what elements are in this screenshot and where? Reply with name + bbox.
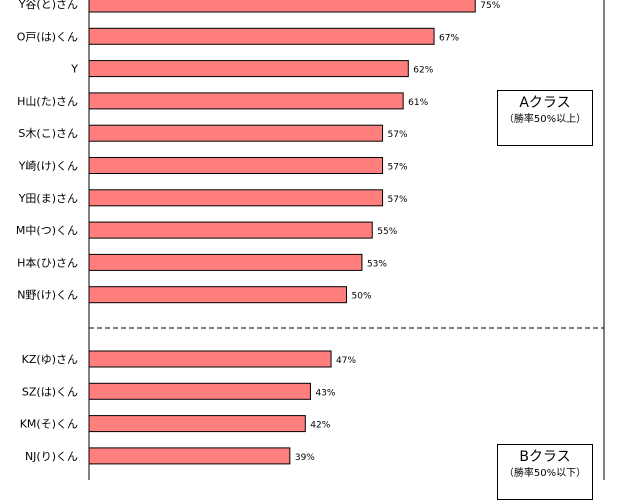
value-label: 53% bbox=[367, 259, 387, 269]
b-class-legend-box: Bクラス （勝率50%以下） bbox=[497, 444, 593, 500]
bar bbox=[88, 92, 404, 110]
value-label: 75% bbox=[480, 1, 500, 11]
bar bbox=[88, 350, 332, 368]
bar bbox=[88, 415, 306, 433]
a-class-title: Aクラス bbox=[519, 95, 571, 111]
category-labels: Y谷(と)さん O戸(は)くん Y H山(た)さん S木(こ)さん Y崎(け)くん Y田(ま… bbox=[16, 0, 78, 463]
category-label: Y谷(と)さん bbox=[18, 0, 78, 11]
b-class-title: Bクラス bbox=[519, 449, 571, 465]
value-label: 42% bbox=[310, 421, 330, 431]
value-label: 50% bbox=[352, 292, 372, 302]
value-label: 57% bbox=[388, 195, 408, 205]
bar bbox=[88, 157, 384, 174]
value-labels: 75% 67% 62% 61% 57% 57% 57% 55% 53% 50% 47% 43% 42% 3… bbox=[295, 1, 501, 463]
value-label: 67% bbox=[439, 33, 459, 43]
category-label: NJ(り)くん bbox=[25, 450, 78, 463]
value-label: 43% bbox=[315, 388, 335, 398]
value-label: 57% bbox=[388, 163, 408, 173]
bar bbox=[88, 447, 291, 465]
category-label: KZ(ゆ)さん bbox=[22, 353, 78, 366]
bar bbox=[88, 221, 373, 239]
bar bbox=[88, 286, 347, 304]
bar bbox=[88, 60, 409, 78]
bars-layer bbox=[88, 0, 476, 465]
value-label: 47% bbox=[336, 356, 356, 366]
value-label: 57% bbox=[388, 130, 408, 140]
category-label: Y田(ま)さん bbox=[18, 192, 78, 205]
bar bbox=[88, 27, 435, 45]
value-label: 61% bbox=[408, 98, 428, 108]
b-class-note: （勝率50%以下） bbox=[503, 468, 587, 479]
category-label: H山(た)さん bbox=[17, 95, 78, 108]
category-label: SZ(は)くん bbox=[22, 385, 78, 398]
a-class-legend-box: Aクラス （勝率50%以上） bbox=[497, 90, 593, 146]
bar bbox=[88, 0, 476, 13]
category-label: KM(そ)くん bbox=[20, 418, 78, 431]
bar bbox=[88, 189, 384, 207]
category-label: S木(こ)さん bbox=[18, 127, 78, 140]
bar bbox=[88, 253, 363, 271]
bar bbox=[88, 124, 384, 142]
win-rate-chart: Y谷(と)さん O戸(は)くん Y H山(た)さん S木(こ)さん Y崎(け)くん Y田(ま… bbox=[16, 0, 605, 480]
category-label: M中(つ)くん bbox=[16, 224, 78, 237]
value-label: 62% bbox=[413, 66, 433, 76]
category-label: N野(け)くん bbox=[17, 289, 78, 302]
a-class-note: （勝率50%以上） bbox=[503, 114, 587, 125]
category-label: Y bbox=[70, 63, 78, 76]
value-label: 39% bbox=[295, 453, 315, 463]
category-label: O戸(は)くん bbox=[17, 30, 78, 43]
bar bbox=[88, 382, 311, 400]
category-label: H本(ひ)さん bbox=[17, 255, 78, 269]
value-label: 55% bbox=[377, 227, 397, 237]
category-label: Y崎(け)くん bbox=[18, 159, 78, 173]
